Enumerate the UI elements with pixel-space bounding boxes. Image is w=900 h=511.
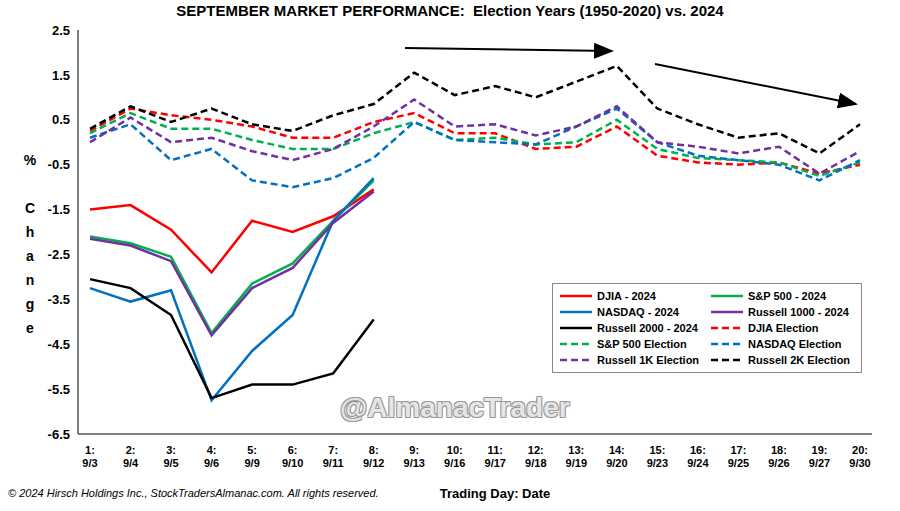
html-text:h: h [25, 224, 35, 240]
svg-text:11:9/17: 11:9/17 [485, 444, 506, 469]
html-text:NASDAQ - 2024: NASDAQ - 2024 [597, 306, 679, 318]
svg-text:16:9/24: 16:9/24 [687, 444, 709, 469]
svg-text:-0.5: -0.5 [48, 157, 70, 172]
html-text:n: n [25, 272, 35, 288]
svg-text:-2.5: -2.5 [48, 247, 70, 262]
html-text:@AlmanacTrader: @AlmanacTrader [340, 392, 570, 423]
svg-text:4:9/6: 4:9/6 [204, 444, 219, 469]
html-text:g: g [25, 296, 35, 312]
svg-text:20:9/30: 20:9/30 [849, 444, 870, 469]
svg-text:-6.5: -6.5 [48, 427, 70, 442]
html-text:NASDAQ Election: NASDAQ Election [748, 338, 842, 350]
svg-text:2:9/4: 2:9/4 [123, 444, 139, 469]
html-text:Russell 2K Election: Russell 2K Election [748, 354, 851, 366]
svg-text:9:9/13: 9:9/13 [403, 444, 424, 469]
svg-text:0.5: 0.5 [52, 112, 70, 127]
html-text:Russell 2000 - 2024: Russell 2000 - 2024 [597, 322, 698, 334]
html-text:Russell 1000 - 2024: Russell 1000 - 2024 [748, 306, 849, 318]
svg-text:12:9/18: 12:9/18 [525, 444, 546, 469]
svg-text:14:9/20: 14:9/20 [606, 444, 627, 469]
svg-text:1.5: 1.5 [52, 68, 70, 83]
html-text:C: C [24, 200, 36, 216]
html-text:SEPTEMBER MARKET PERFORMANCE:: SEPTEMBER MARKET PERFORMANCE: Election Y… [176, 2, 724, 19]
svg-text:10:9/16: 10:9/16 [444, 444, 465, 469]
svg-text:13:9/19: 13:9/19 [566, 444, 587, 469]
svg-text:15:9/23: 15:9/23 [647, 444, 668, 469]
svg-text:7:9/11: 7:9/11 [323, 444, 344, 469]
svg-text:3:9/5: 3:9/5 [163, 444, 178, 469]
html-text:DJIA - 2024: DJIA - 2024 [597, 290, 656, 302]
svg-text:1:9/3: 1:9/3 [82, 444, 97, 469]
svg-text:18:9/26: 18:9/26 [768, 444, 789, 469]
svg-text:8:9/12: 8:9/12 [363, 444, 384, 469]
svg-text:-4.5: -4.5 [48, 337, 70, 352]
html-text:DJIA Election: DJIA Election [748, 322, 819, 334]
svg-text:17:9/25: 17:9/25 [728, 444, 749, 469]
svg-text:19:9/27: 19:9/27 [809, 444, 830, 469]
html-text:a: a [26, 248, 34, 264]
html-text:S&P 500 Election: S&P 500 Election [597, 338, 687, 350]
html-text:Trading Day: Date: Trading Day: Date [439, 486, 551, 501]
svg-text:5:9/9: 5:9/9 [244, 444, 259, 469]
svg-text:-1.5: -1.5 [48, 202, 70, 217]
svg-text:-5.5: -5.5 [48, 382, 70, 397]
html-text:© 2024 Hirsch Holdings Inc., S: © 2024 Hirsch Holdings Inc., StockTrader… [8, 487, 379, 499]
svg-text:6:9/10: 6:9/10 [282, 444, 303, 469]
html-text:e: e [26, 320, 34, 336]
html-text:Russell 1K Election: Russell 1K Election [597, 354, 700, 366]
svg-text:2.5: 2.5 [52, 23, 70, 38]
html-text:S&P 500 - 2024: S&P 500 - 2024 [748, 290, 827, 302]
svg-text:-3.5: -3.5 [48, 292, 70, 307]
